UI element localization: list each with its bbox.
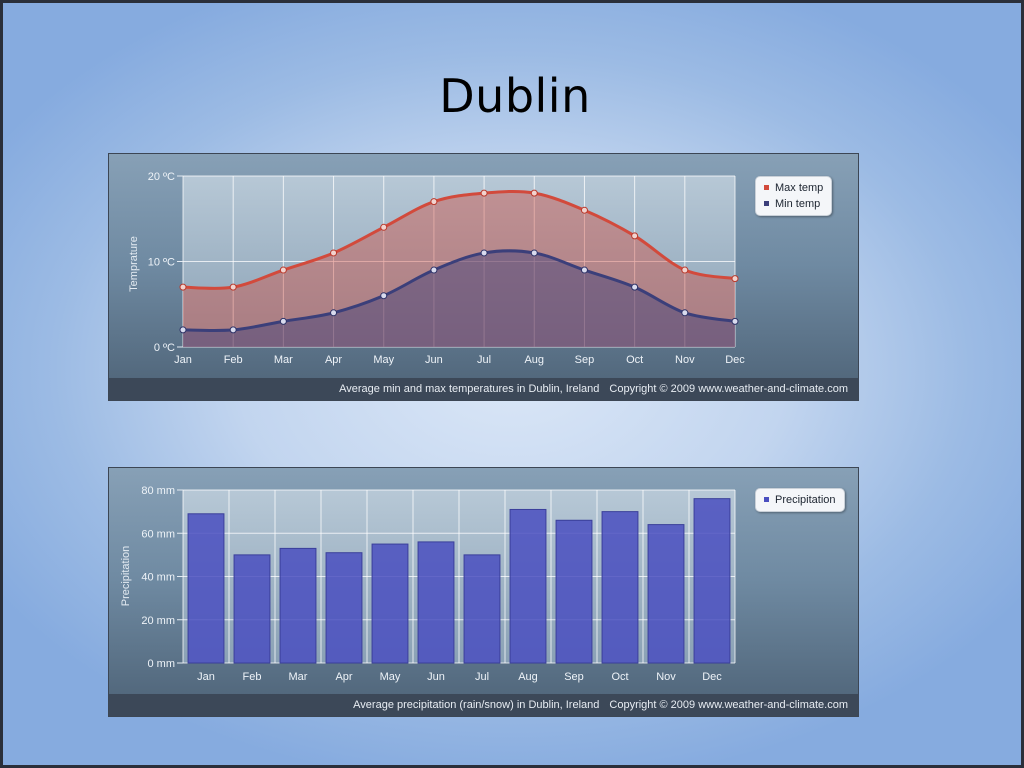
temperature-legend: Max temp Min temp bbox=[755, 176, 833, 216]
legend-label: Min temp bbox=[775, 198, 821, 210]
x-tick-label: Aug bbox=[518, 671, 538, 683]
max-temp-point bbox=[631, 232, 639, 240]
x-tick-label: Feb bbox=[224, 354, 243, 366]
x-tick-label: Mar bbox=[274, 354, 293, 366]
legend-label: Precipitation bbox=[775, 494, 836, 506]
y-tick-label: 20 mm bbox=[141, 615, 175, 627]
precipitation-bar bbox=[693, 498, 731, 664]
max-temp-point bbox=[430, 198, 438, 206]
x-tick-label: Apr bbox=[325, 354, 342, 366]
precipitation-bar bbox=[187, 513, 225, 664]
max-temp-point bbox=[279, 266, 287, 274]
x-tick-label: Nov bbox=[656, 671, 676, 683]
min-temp-point bbox=[430, 266, 438, 274]
precipitation-bar bbox=[233, 554, 271, 664]
min-temp-swatch bbox=[764, 200, 769, 206]
x-tick-label: Sep bbox=[575, 354, 595, 366]
x-tick-label: Nov bbox=[675, 354, 695, 366]
x-tick-label: Jan bbox=[197, 671, 215, 683]
x-tick-label: Mar bbox=[289, 671, 308, 683]
max-temp-point bbox=[330, 249, 338, 257]
max-temp-point bbox=[681, 266, 689, 274]
min-temp-point bbox=[380, 292, 388, 300]
x-tick-label: Sep bbox=[564, 671, 584, 683]
copyright-text: Copyright © 2009 www.weather-and-climate… bbox=[609, 383, 848, 395]
min-temp-point bbox=[731, 317, 739, 325]
precipitation-bar bbox=[647, 524, 685, 664]
y-tick-label: 80 mm bbox=[141, 485, 175, 497]
precipitation-bar bbox=[601, 511, 639, 664]
legend-item-precipitation: Precipitation bbox=[764, 492, 836, 508]
min-temp-point bbox=[229, 326, 237, 334]
temperature-chart: 0 ºC 10 ºC 20 ºC Jan Feb Mar Apr May Jun Jul Aug S… bbox=[108, 153, 859, 401]
precipitation-chart-footer: Average precipitation (rain/snow) in Dub… bbox=[109, 694, 858, 716]
y-axis-title: Temprature bbox=[128, 236, 140, 292]
precipitation-chart: 0 mm 20 mm 40 mm 60 mm 80 mm Jan Feb Mar Apr May… bbox=[108, 467, 859, 717]
max-temp-point bbox=[731, 275, 739, 283]
x-tick-label: Feb bbox=[243, 671, 262, 683]
max-temp-line bbox=[182, 189, 736, 290]
copyright-text: Copyright © 2009 www.weather-and-climate… bbox=[609, 699, 848, 711]
chart-caption: Average precipitation (rain/snow) in Dub… bbox=[353, 699, 600, 711]
x-tick-label: May bbox=[380, 671, 401, 683]
precipitation-bar bbox=[417, 541, 455, 664]
y-tick-label: 10 ºC bbox=[148, 257, 175, 269]
legend-label: Max temp bbox=[775, 182, 824, 194]
x-tick-label: Apr bbox=[335, 671, 352, 683]
temperature-chart-svg: 0 ºC 10 ºC 20 ºC Jan Feb Mar Apr May Jun Jul Aug S… bbox=[128, 171, 745, 366]
x-tick-label: Dec bbox=[702, 671, 722, 683]
x-tick-label: Oct bbox=[611, 671, 628, 683]
precipitation-bar bbox=[509, 508, 547, 664]
precipitation-bar bbox=[325, 552, 363, 664]
max-temp-point bbox=[380, 223, 388, 231]
min-temp-point bbox=[279, 317, 287, 325]
legend-item-max-temp: Max temp bbox=[764, 180, 823, 196]
min-temp-point bbox=[580, 266, 588, 274]
precipitation-bar bbox=[279, 547, 317, 664]
precipitation-legend: Precipitation bbox=[755, 488, 845, 512]
temperature-chart-footer: Average min and max temperatures in Dubl… bbox=[109, 378, 858, 400]
max-temp-point bbox=[530, 189, 538, 197]
min-temp-point bbox=[480, 249, 488, 257]
max-temp-swatch bbox=[764, 184, 769, 190]
precipitation-bar bbox=[463, 554, 501, 664]
y-tick-label: 0 mm bbox=[148, 658, 176, 670]
x-tick-label: Jun bbox=[427, 671, 445, 683]
min-temp-point bbox=[179, 326, 187, 334]
x-tick-label: Dec bbox=[725, 354, 745, 366]
min-temp-point bbox=[530, 249, 538, 257]
x-tick-label: Aug bbox=[524, 354, 544, 366]
x-tick-label: Jun bbox=[425, 354, 443, 366]
max-temp-point bbox=[480, 189, 488, 197]
y-tick-label: 40 mm bbox=[141, 572, 175, 584]
y-tick-label: 20 ºC bbox=[148, 171, 175, 183]
chart-caption: Average min and max temperatures in Dubl… bbox=[339, 383, 600, 395]
precipitation-chart-svg: 0 mm 20 mm 40 mm 60 mm 80 mm Jan Feb Mar Apr May… bbox=[120, 485, 736, 683]
precipitation-swatch bbox=[764, 496, 769, 502]
slide-title: Dublin bbox=[439, 69, 591, 123]
legend-item-min-temp: Min temp bbox=[764, 196, 823, 212]
x-tick-label: May bbox=[373, 354, 394, 366]
x-tick-label: Oct bbox=[626, 354, 643, 366]
max-temp-point bbox=[179, 283, 187, 291]
y-tick-label: 0 ºC bbox=[154, 342, 175, 354]
x-tick-label: Jul bbox=[477, 354, 491, 366]
min-temp-point bbox=[631, 283, 639, 291]
precipitation-bar bbox=[371, 543, 409, 664]
min-temp-point bbox=[681, 309, 689, 317]
precipitation-bar bbox=[555, 519, 593, 664]
x-tick-label: Jan bbox=[174, 354, 192, 366]
x-tick-label: Jul bbox=[475, 671, 489, 683]
min-temp-point bbox=[330, 309, 338, 317]
max-temp-area bbox=[183, 191, 735, 347]
y-axis-title: Precipitation bbox=[120, 546, 132, 607]
min-temp-line bbox=[182, 249, 736, 333]
y-tick-label: 60 mm bbox=[141, 528, 175, 540]
max-temp-point bbox=[229, 283, 237, 291]
max-temp-point bbox=[580, 206, 588, 214]
